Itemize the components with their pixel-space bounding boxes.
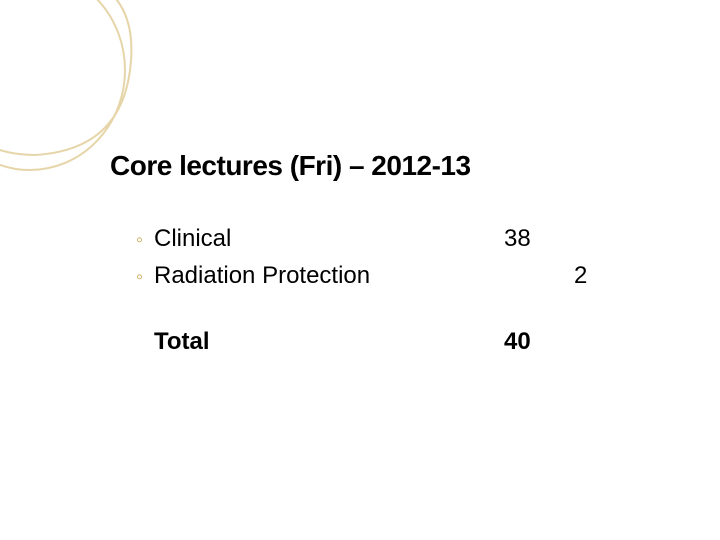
slide-content: Core lectures (Fri) – 2012-13 ◦ Clinical… [110,150,630,356]
item-label: Radiation Protection [154,257,370,294]
slide-heading: Core lectures (Fri) – 2012-13 [110,150,630,182]
list-item: ◦ Radiation Protection 2 [136,257,630,294]
list-item: ◦ Clinical 38 [136,220,630,257]
total-label: Total [154,328,210,356]
total-row: Total 40 [136,328,630,356]
lecture-list: ◦ Clinical 38 ◦ Radiation Protection 2 T… [136,220,630,356]
bullet-icon: ◦ [136,262,154,293]
bullet-icon: ◦ [136,225,154,256]
total-value: 40 [504,328,531,356]
item-value: 2 [574,257,587,294]
item-value: 38 [504,220,531,257]
item-label: Clinical [154,220,231,257]
